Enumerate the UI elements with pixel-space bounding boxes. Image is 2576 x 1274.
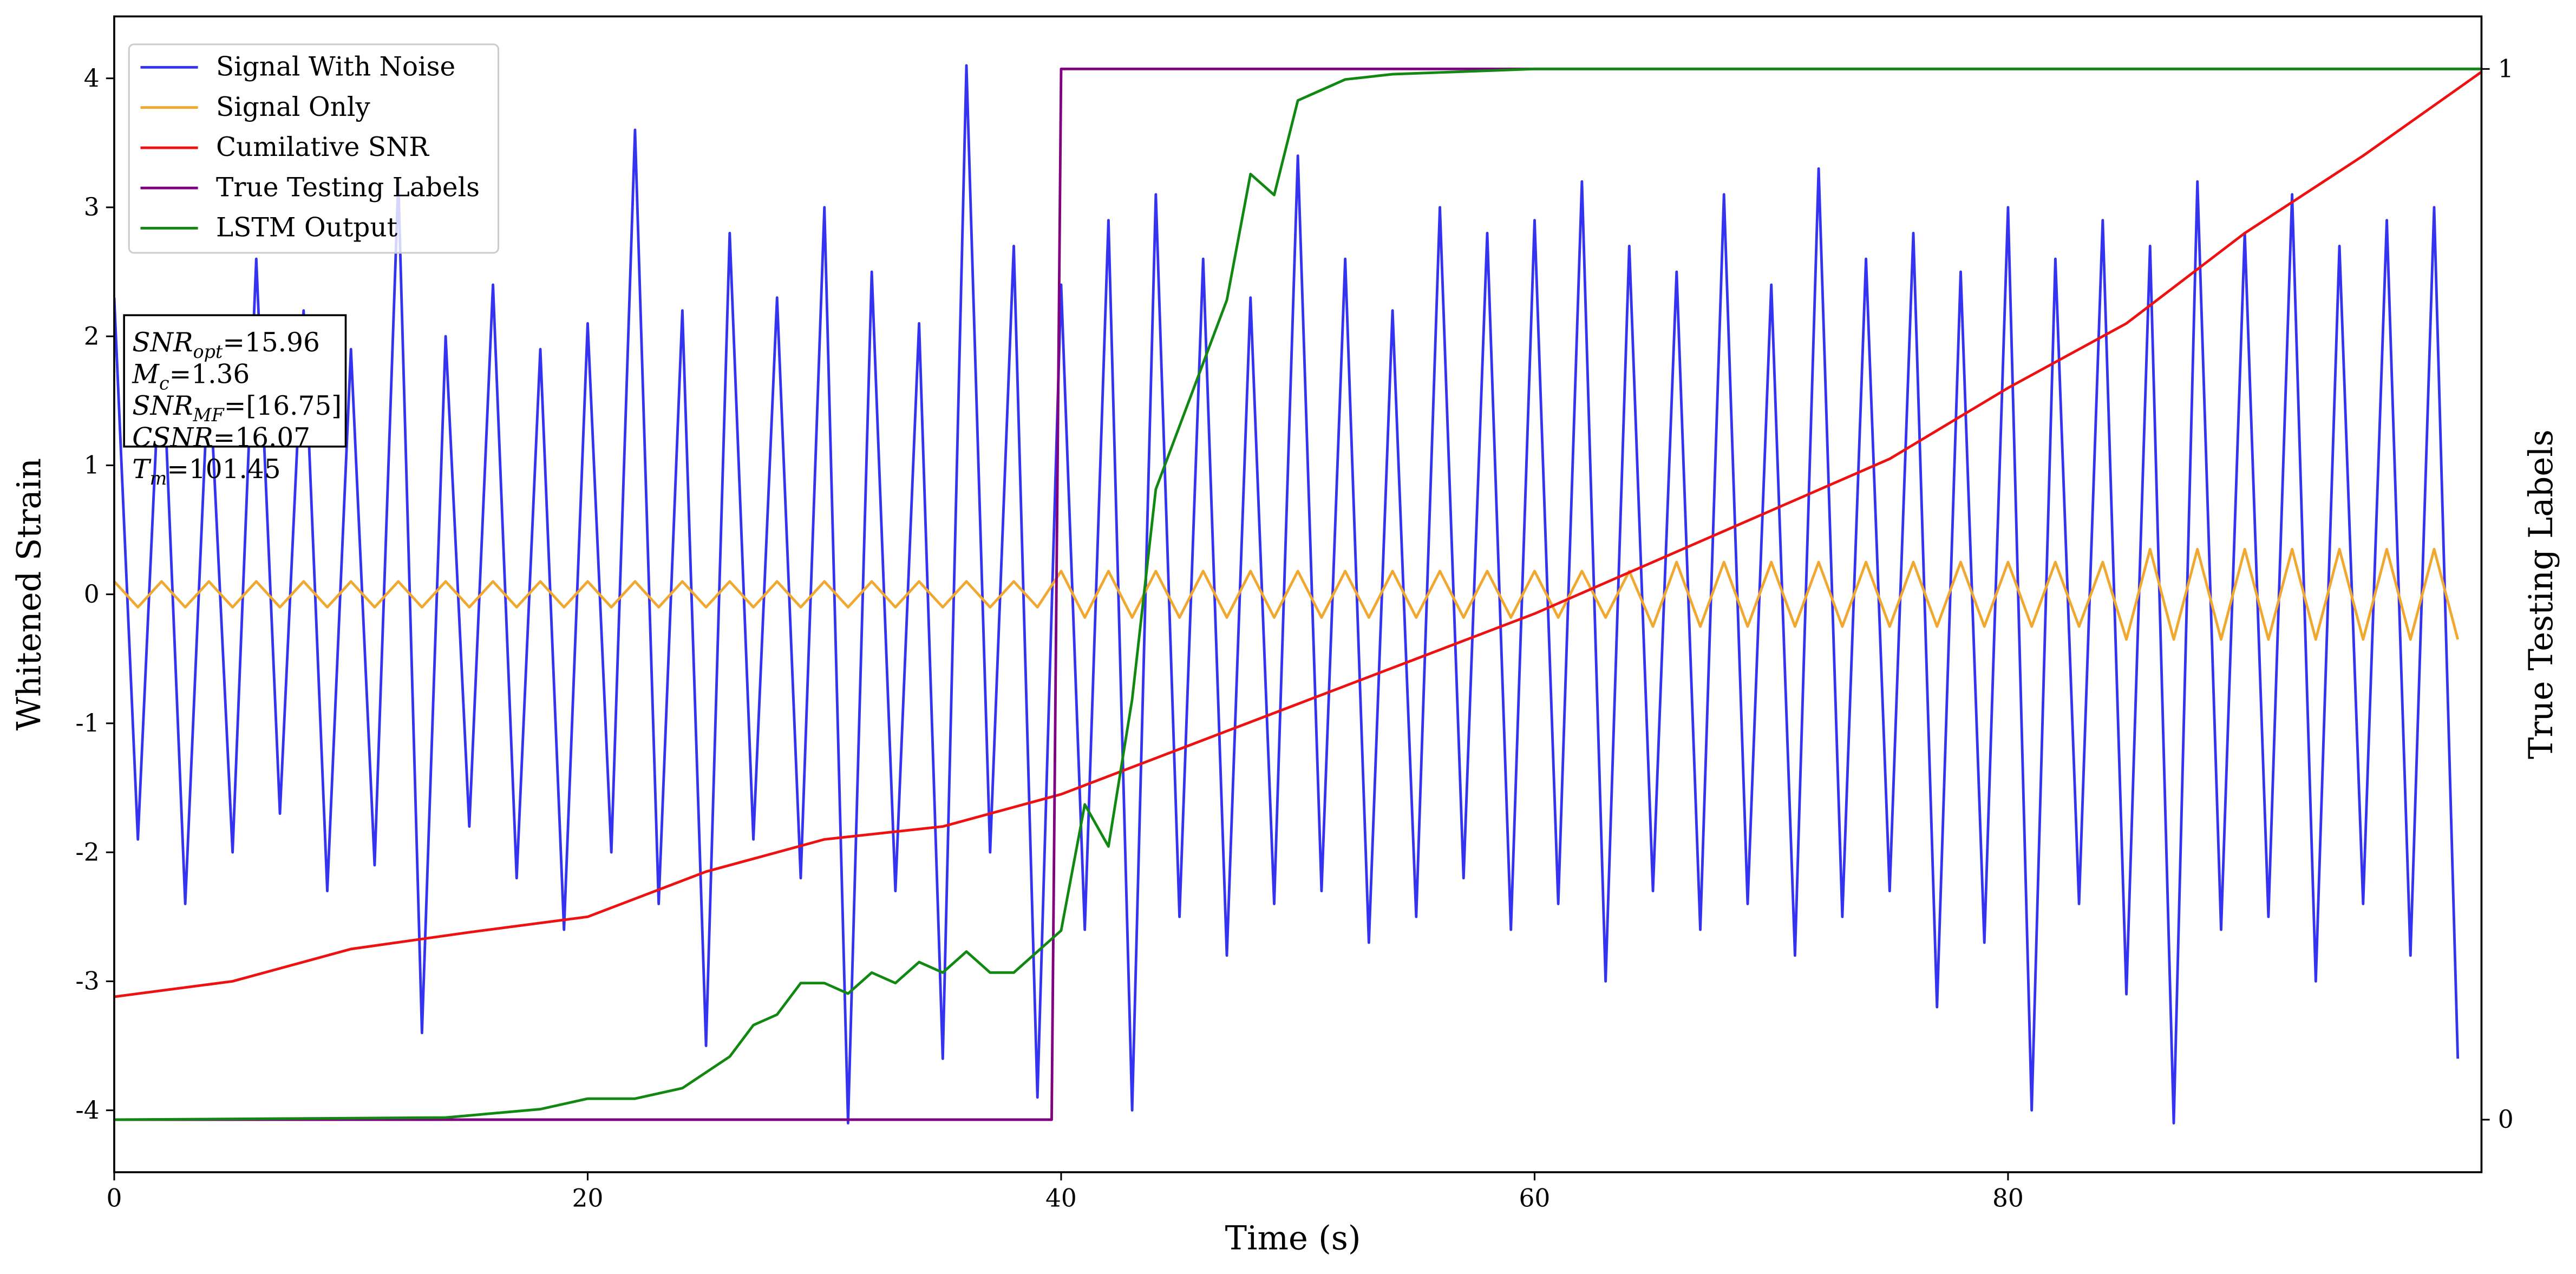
x-tick-label: 0 — [106, 1184, 122, 1213]
annotation-value: =1.36 — [169, 359, 250, 389]
annotation-value: =[16.75] — [224, 391, 342, 421]
annotation-subscript: MF — [193, 404, 225, 426]
y-tick-label: -3 — [75, 967, 99, 996]
annotation-text: CSNR=16.07 — [132, 422, 310, 453]
annotation-symbol: M — [132, 359, 160, 389]
annotation-symbol: T — [132, 454, 152, 485]
annotation-subscript: m — [150, 468, 167, 489]
series-line — [114, 67, 2482, 1121]
y-tick-label: 0 — [84, 580, 100, 609]
series-line — [114, 70, 2482, 998]
annotation-symbol: CSNR — [132, 422, 213, 453]
annotation-text: SNRMF=[16.75] — [132, 391, 342, 426]
annotation-symbol: SNR — [132, 328, 193, 358]
y-tick-label: 1 — [84, 451, 100, 480]
x-tick-label: 80 — [1992, 1184, 2024, 1213]
annotation-text: SNRopt=15.96 — [132, 328, 320, 362]
annotation-box — [123, 314, 347, 448]
series-line — [114, 64, 2460, 1125]
y-tick-label: -1 — [75, 709, 99, 737]
plot-area — [114, 64, 2482, 1125]
annotation-subscript: c — [159, 373, 169, 394]
x-axis-label: Time (s) — [1225, 1220, 1361, 1258]
annotation-text: Tm=101.45 — [132, 454, 280, 489]
annotation-symbol: SNR — [132, 391, 193, 421]
legend-label: Signal With Noise — [216, 51, 455, 82]
y-axis-label: Whitened Strain — [11, 458, 49, 730]
y-tick-label: -4 — [75, 1096, 99, 1125]
legend-label: Cumilative SNR — [216, 132, 429, 162]
x-tick-label: 20 — [572, 1184, 604, 1213]
y-tick-label: 3 — [84, 193, 100, 221]
legend-label: True Testing Labels — [216, 172, 480, 202]
series-line — [114, 547, 2460, 641]
annotation-value: =15.96 — [223, 328, 319, 358]
y-tick-label: 4 — [84, 64, 100, 93]
x-tick-label: 60 — [1519, 1184, 1551, 1213]
legend-label: LSTM Output — [216, 213, 398, 243]
annotation-subscript: opt — [193, 341, 223, 362]
y2-tick-label: 0 — [2498, 1105, 2514, 1134]
legend-label: Signal Only — [216, 92, 370, 122]
annotation-value: =101.45 — [167, 454, 280, 485]
x-tick-label: 40 — [1045, 1184, 1077, 1213]
y2-axis-label: True Testing Labels — [2522, 429, 2560, 759]
annotation-text: Mc=1.36 — [132, 359, 250, 394]
y-tick-label: 2 — [84, 322, 100, 350]
annotation-value: =16.07 — [213, 422, 310, 453]
y2-tick-label: 1 — [2498, 55, 2514, 83]
y-tick-label: -2 — [75, 838, 99, 866]
legend-box — [128, 43, 500, 254]
